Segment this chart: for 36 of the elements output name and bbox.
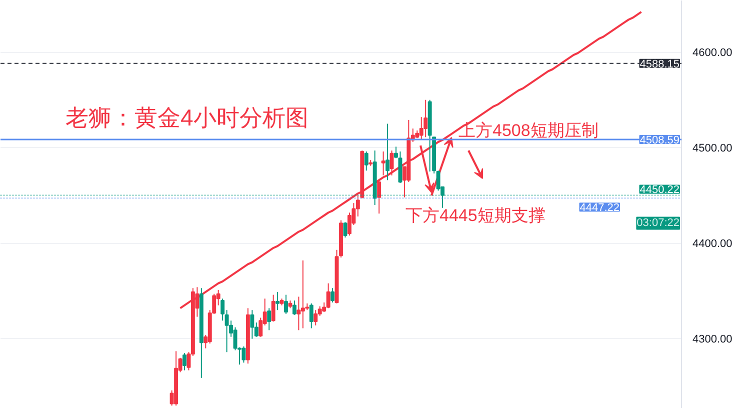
candlestick bbox=[242, 346, 246, 364]
candlestick bbox=[309, 302, 314, 329]
candlestick bbox=[267, 308, 272, 331]
candlestick bbox=[330, 288, 335, 303]
candlestick bbox=[292, 300, 296, 316]
ref-line-label: 4450.22 bbox=[640, 184, 680, 196]
ref-line-label: 4447.22 bbox=[580, 202, 620, 214]
candlestick bbox=[284, 294, 288, 314]
candlestick bbox=[250, 310, 254, 340]
candlestick bbox=[398, 150, 402, 184]
ref-line-label: 4588.15 bbox=[640, 58, 680, 70]
candlestick bbox=[220, 298, 225, 322]
text: 老狮：黄金4小时分析图 bbox=[66, 104, 308, 130]
candlestick bbox=[436, 170, 440, 192]
y-tick-label: 4300.00 bbox=[692, 334, 732, 346]
candlestick bbox=[386, 123, 390, 181]
candlestick bbox=[276, 291, 280, 311]
candlestick bbox=[182, 352, 186, 371]
candlestick bbox=[326, 282, 330, 309]
annotation: 下方4445短期支撑 bbox=[406, 206, 546, 225]
candlestick bbox=[343, 222, 348, 238]
annotation: 03:07:22 bbox=[636, 217, 680, 230]
ref-line-label: 4508.59 bbox=[640, 134, 680, 146]
candlestick bbox=[381, 150, 386, 176]
y-tick-label: 4400.00 bbox=[692, 238, 732, 250]
candlestick bbox=[314, 310, 318, 326]
candlestick bbox=[364, 150, 368, 172]
candlestick bbox=[296, 296, 301, 331]
candlestick bbox=[224, 310, 229, 353]
candlestick bbox=[424, 99, 428, 138]
candlestick bbox=[271, 294, 276, 322]
y-tick-label: 4500.00 bbox=[692, 142, 732, 155]
candlestick bbox=[300, 260, 305, 329]
y-tick-label: 4600.00 bbox=[692, 47, 732, 60]
candlestick bbox=[233, 326, 238, 351]
candlestick bbox=[377, 180, 382, 214]
